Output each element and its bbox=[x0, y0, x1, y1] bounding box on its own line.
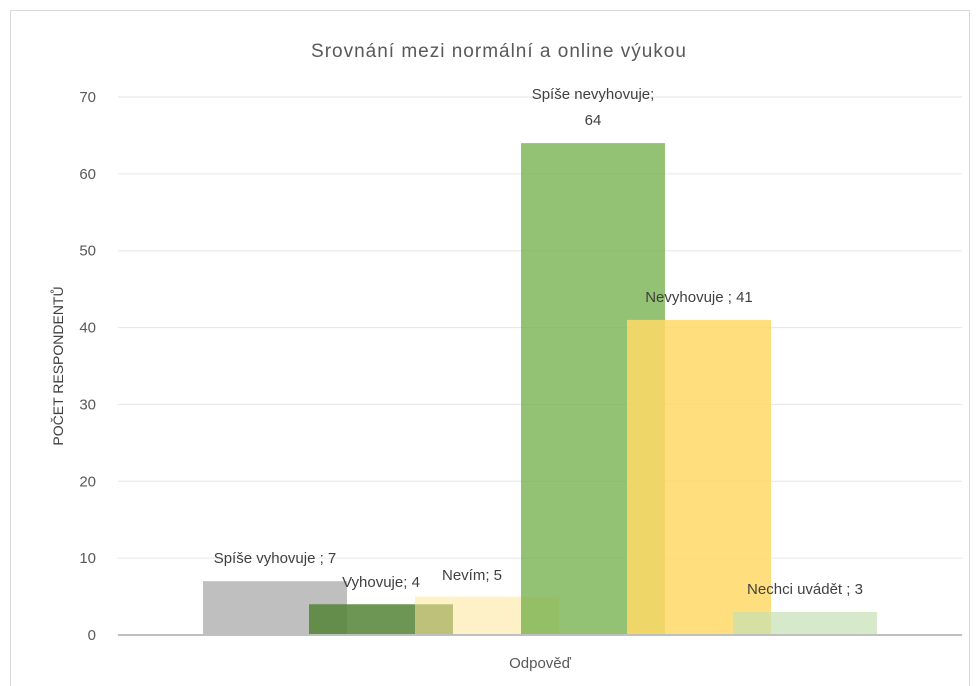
y-tick-label: 70 bbox=[79, 89, 96, 106]
bar-nechci-uvádět bbox=[733, 611, 877, 635]
y-tick-label: 30 bbox=[79, 396, 96, 413]
y-tick-label: 60 bbox=[79, 166, 96, 183]
bars bbox=[203, 143, 877, 635]
y-tick-label: 10 bbox=[79, 550, 96, 567]
y-axis-title: POČET RESPONDENTŮ bbox=[49, 286, 66, 445]
bar-nevyhovuje bbox=[627, 319, 771, 635]
y-tick-label: 0 bbox=[88, 627, 96, 644]
y-tick-labels: 0 10 20 30 40 50 60 70 bbox=[79, 89, 96, 644]
chart-title: Srovnání mezi normální a online výukou bbox=[311, 41, 687, 62]
data-label: 64 bbox=[585, 112, 602, 129]
data-label: Spíše vyhovuje ; 7 bbox=[214, 550, 337, 567]
y-tick-label: 40 bbox=[79, 320, 96, 337]
y-tick-label: 50 bbox=[79, 243, 96, 260]
y-tick-label: 20 bbox=[79, 473, 96, 490]
data-label: Nevím; 5 bbox=[442, 567, 502, 584]
data-label: Nevyhovuje ; 41 bbox=[645, 289, 753, 306]
data-labels: Spíše vyhovuje ; 7 Vyhovuje; 4 Nevím; 5 Spí… bbox=[214, 86, 863, 598]
data-label: Spíše nevyhovuje; bbox=[532, 86, 655, 103]
chart-frame bbox=[10, 10, 970, 686]
data-label: Vyhovuje; 4 bbox=[342, 574, 420, 591]
x-axis-title: Odpověď bbox=[509, 655, 572, 672]
data-label: Nechci uvádět ; 3 bbox=[747, 581, 863, 598]
